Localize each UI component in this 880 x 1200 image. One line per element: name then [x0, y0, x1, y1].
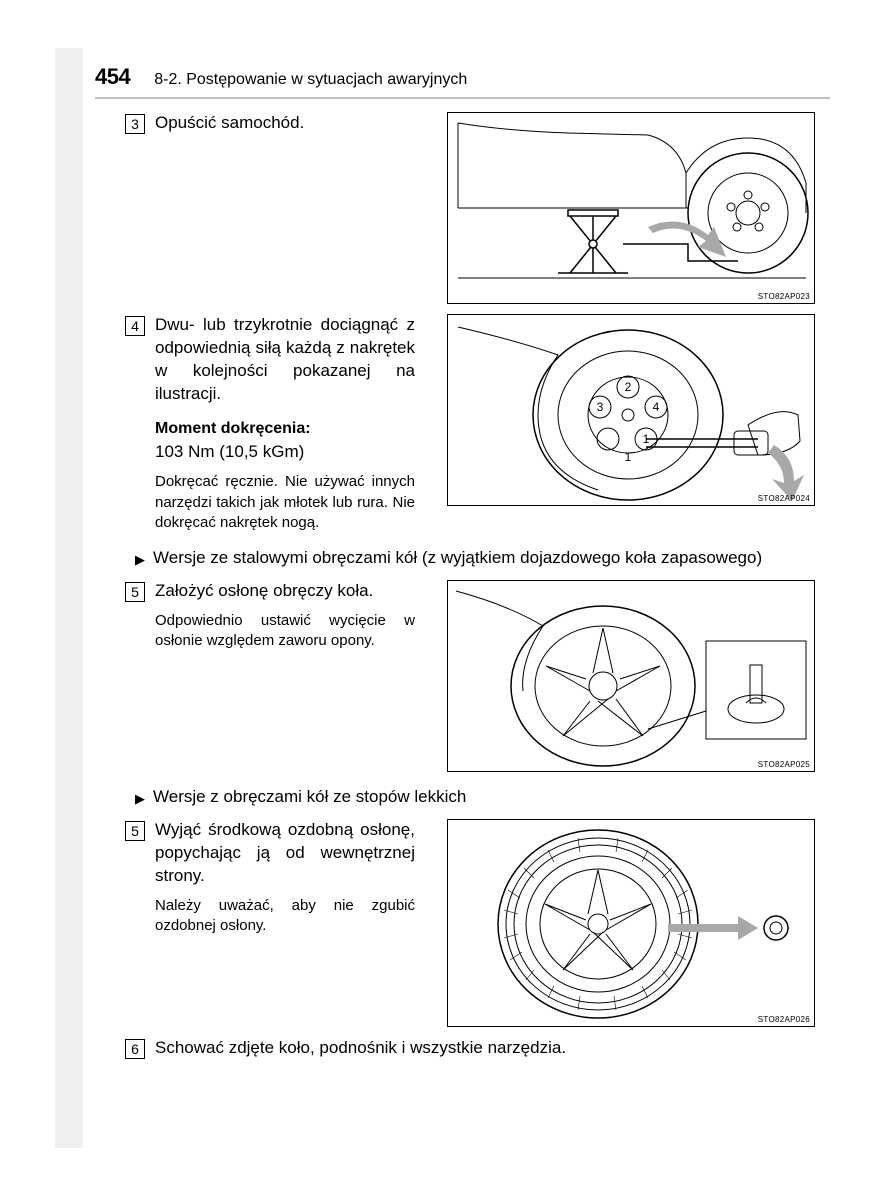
subheading-text: Wersje ze stalowymi obręczami kół (z wyj…: [153, 547, 762, 570]
step-5a: 5 Założyć osłonę obręczy koła. Odpowiedn…: [125, 580, 815, 772]
step-num-box: 3: [125, 114, 145, 134]
page-header: 454 8-2. Postępowanie w sytuacjach awary…: [95, 64, 815, 90]
nut-label-2: 2: [625, 380, 632, 394]
step-num-box: 6: [125, 1039, 145, 1059]
step-main-text: Założyć osłonę obręczy koła.: [155, 580, 415, 603]
side-tab: [55, 48, 83, 1148]
nut-label-1b: 1: [625, 450, 632, 464]
content: 3 Opuścić samochód.: [125, 112, 815, 1070]
step-text: Dwu- lub trzykrotnie docią­gnąć z odpowi…: [155, 314, 415, 533]
step-note: Odpowiednio ustawić wycięcie w osłonie w…: [155, 611, 415, 652]
figure-code: STO82AP025: [758, 760, 810, 769]
step-text: Schować zdjęte koło, podnośnik i wszystk…: [155, 1037, 795, 1060]
step-note: Dokręcać ręcznie. Nie używać innych narz…: [155, 472, 415, 533]
figure-3: STO82AP025: [447, 580, 815, 772]
triangle-icon: ▶: [135, 551, 145, 569]
step-text: Opuścić samochód.: [155, 112, 415, 135]
step-main-text: Wyjąć środkową ozdobną osłonę, popychają…: [155, 819, 415, 888]
figure-code: STO82AP026: [758, 1015, 810, 1024]
torque-label: Moment dokręcenia:: [155, 418, 415, 440]
nut-label-4: 4: [653, 400, 660, 414]
torque-value: 103 Nm (10,5 kGm): [155, 441, 415, 464]
step-num-box: 5: [125, 821, 145, 841]
subheading-steel: ▶ Wersje ze stalowymi obręczami kół (z w…: [135, 547, 815, 570]
figure-code: STO82AP023: [758, 292, 810, 301]
step-5b: 5 Wyjąć środkową ozdobną osłonę, popycha…: [125, 819, 815, 1027]
header-rule: [95, 97, 830, 99]
step-3: 3 Opuścić samochód.: [125, 112, 815, 304]
subheading-alloy: ▶ Wersje z obręczami kół ze stopów lekki…: [135, 786, 815, 809]
step-note: Należy uważać, aby nie zgubić ozdobnej o…: [155, 896, 415, 937]
step-text: Założyć osłonę obręczy koła. Odpowiednio…: [155, 580, 415, 651]
section-title: 8-2. Postępowanie w sytuacjach awaryjnyc…: [154, 71, 467, 89]
subheading-text: Wersje z obręczami kół ze stopów lekkich: [153, 786, 466, 809]
step-main-text: Dwu- lub trzykrotnie docią­gnąć z odpowi…: [155, 314, 415, 406]
figure-4: STO82AP026: [447, 819, 815, 1027]
step-text: Wyjąć środkową ozdobną osłonę, popychają…: [155, 819, 415, 936]
page-number: 454: [95, 64, 130, 90]
triangle-icon: ▶: [135, 790, 145, 808]
figure-code: STO82AP024: [758, 494, 810, 503]
step-6: 6 Schować zdjęte koło, podnośnik i wszys…: [125, 1037, 815, 1060]
step-4: 4 Dwu- lub trzykrotnie docią­gnąć z odpo…: [125, 314, 815, 533]
figure-2: 2 4 1 3 1 STO82AP024: [447, 314, 815, 506]
step-num-box: 4: [125, 316, 145, 336]
nut-label-3: 3: [597, 400, 604, 414]
step-num-box: 5: [125, 582, 145, 602]
figure-1: STO82AP023: [447, 112, 815, 304]
